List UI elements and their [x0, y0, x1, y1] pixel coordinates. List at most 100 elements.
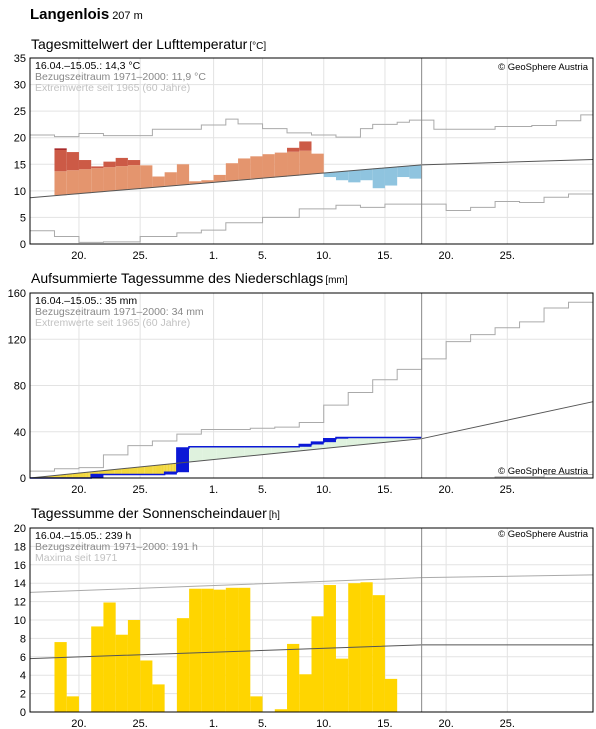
- precip-diff-area: [164, 464, 167, 473]
- precip-diff-area: [114, 468, 122, 475]
- x-tick-label: 15.: [377, 484, 392, 496]
- precip-increase-block: [164, 472, 177, 475]
- temp-bar-above: [164, 172, 177, 186]
- sunshine-bar: [274, 709, 288, 712]
- info-line-3: Extremwerte seit 1965 (60 Jahre): [35, 317, 190, 329]
- sunshine-bar: [140, 660, 153, 712]
- precip-diff-area: [216, 446, 231, 460]
- precip-diff-area: [170, 463, 173, 473]
- y-tick-label: 20: [14, 133, 26, 145]
- precip-diff-area: [83, 472, 86, 478]
- sunshine-title-text: Tagessumme der Sonnenscheindauer: [31, 505, 267, 521]
- precip-increase-block: [311, 442, 324, 445]
- sunshine-bar: [384, 678, 398, 712]
- temp-bar-above-strong: [103, 161, 116, 168]
- x-tick-label: 20.: [438, 250, 453, 262]
- station-name: Langenlois: [30, 6, 110, 23]
- temp-bar-above: [78, 169, 92, 194]
- sunshine-bar: [127, 620, 141, 712]
- precip-diff-area: [271, 446, 286, 454]
- precip-diff-area: [357, 437, 369, 446]
- precip-diff-area: [169, 463, 171, 473]
- temp-bar-above: [311, 153, 324, 174]
- x-tick-label: 20.: [71, 250, 86, 262]
- sunshine-bar: [91, 626, 104, 712]
- precip-diff-area: [106, 469, 115, 475]
- y-tick-label: 0: [20, 239, 26, 251]
- sunshine-bar: [299, 674, 312, 712]
- y-tick-label: 15: [14, 159, 26, 171]
- sunshine-bar: [176, 618, 190, 712]
- y-tick-label: 30: [14, 80, 26, 92]
- x-tick-label: 10.: [316, 484, 331, 496]
- temp-bar-above: [274, 152, 288, 177]
- info-line-2: Bezugszeitraum 1971–2000: 34 mm: [35, 306, 204, 318]
- info-line-3: Maxima seit 1971: [35, 552, 117, 564]
- temp-bar-below: [409, 165, 422, 179]
- precip-increase-block: [323, 438, 336, 443]
- precip-diff-area: [80, 472, 83, 478]
- temp-bar-below: [397, 166, 410, 178]
- sunshine-bar: [213, 589, 226, 712]
- extreme-min-line: [30, 189, 594, 243]
- precip-diff-area: [85, 472, 87, 478]
- observed-cumulative-line: [30, 436, 422, 479]
- sunshine-bar: [287, 643, 300, 712]
- plot-frame: [29, 57, 594, 245]
- temp-bar-above: [103, 167, 116, 192]
- precip-increase-block: [91, 474, 104, 478]
- temp-bar-above-strong: [299, 141, 312, 151]
- sunshine-bar: [335, 658, 349, 712]
- precip-diff-area: [121, 468, 130, 475]
- y-tick-label: 0: [20, 707, 26, 719]
- temp-bar-above: [299, 150, 312, 175]
- temp-bar-above: [127, 165, 141, 190]
- y-tick-label: 40: [14, 427, 26, 439]
- station-elevation: 207 m: [112, 10, 143, 22]
- temp-bar-above: [189, 181, 202, 184]
- x-tick-label: 20.: [438, 484, 453, 496]
- temp-bar-above-strong: [287, 147, 300, 152]
- temp-bar-above: [225, 163, 239, 181]
- temp-bar-above: [213, 174, 226, 182]
- x-tick-label: 1.: [209, 250, 218, 262]
- y-tick-label: 120: [8, 334, 26, 346]
- precip-diff-area: [173, 463, 176, 473]
- precip-diff-area: [160, 464, 162, 475]
- x-tick-label: 25.: [500, 484, 515, 496]
- station-heading: Langenlois 207 m: [30, 6, 143, 23]
- sunshine-bar: [115, 634, 128, 712]
- info-line-1: 16.04.–15.05.: 35 mm: [35, 295, 137, 307]
- precip-diff-area: [378, 437, 390, 443]
- precip-diff-area: [153, 465, 156, 475]
- sunshine-bar: [311, 616, 324, 712]
- x-tick-label: 15.: [377, 718, 392, 729]
- x-tick-label: 25.: [133, 484, 148, 496]
- precipitation-unit: [mm]: [325, 275, 348, 286]
- sunshine-bar: [66, 696, 79, 712]
- temp-bar-below: [384, 167, 398, 186]
- temp-bar-above: [115, 166, 128, 191]
- plot-area: [29, 527, 594, 713]
- precip-diff-area: [161, 464, 164, 475]
- y-tick-label: 5: [20, 212, 26, 224]
- y-tick-label: 6: [20, 652, 26, 664]
- x-tick-label: 25.: [500, 718, 515, 729]
- sunshine-bar: [152, 684, 165, 712]
- precipitation-panel-title: Aufsummierte Tagessumme des Niederschlag…: [31, 270, 348, 286]
- precip-diff-area: [144, 465, 153, 475]
- x-tick-label: 25.: [500, 250, 515, 262]
- temp-bar-above: [176, 164, 190, 185]
- sunshine-bar: [189, 588, 202, 712]
- temperature-unit: [°C]: [249, 41, 267, 52]
- y-tick-label: 14: [14, 578, 26, 590]
- plot-frame: [29, 292, 594, 479]
- y-tick-label: 10: [14, 615, 26, 627]
- precip-diff-area: [88, 472, 90, 478]
- info-line-1: 16.04.–15.05.: 239 h: [35, 530, 131, 542]
- x-tick-label: 10.: [316, 718, 331, 729]
- copyright-label: © GeoSphere Austria: [498, 529, 589, 540]
- precip-diff-area: [167, 464, 170, 473]
- precip-diff-area: [346, 437, 358, 447]
